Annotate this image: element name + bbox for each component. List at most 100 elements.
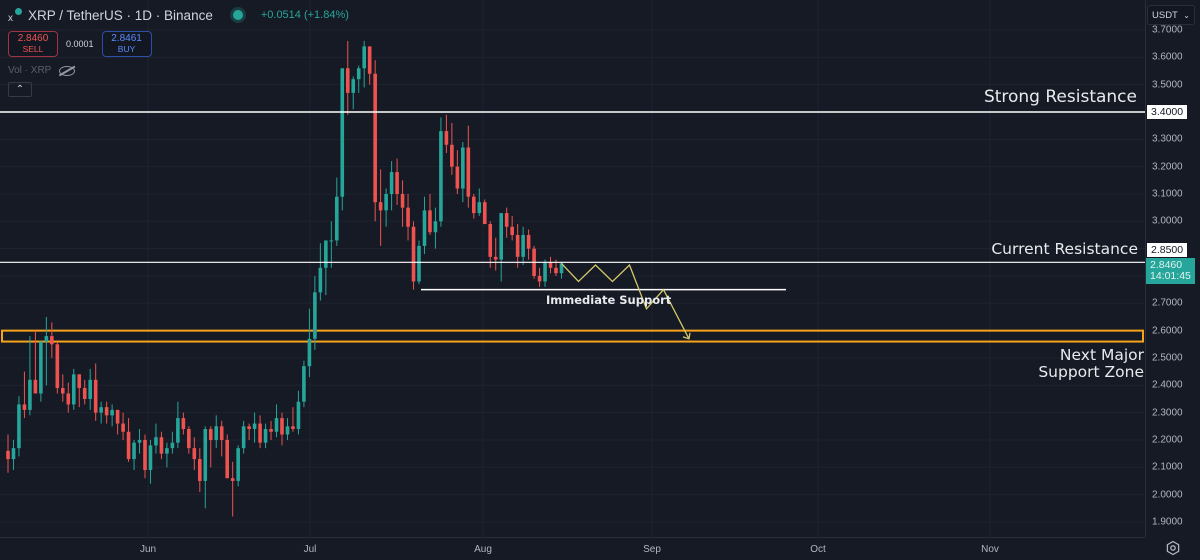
candle-up: [236, 448, 240, 481]
candle-up: [274, 418, 279, 432]
price-tick: 2.1000: [1152, 461, 1183, 473]
candle-up: [461, 147, 465, 189]
candle-up: [285, 426, 290, 435]
candle-up: [329, 240, 334, 242]
candle-up: [335, 196, 339, 241]
candle-down: [504, 213, 509, 227]
price-tick: 3.5000: [1152, 79, 1183, 91]
candle-up: [44, 336, 49, 342]
candle-down: [230, 478, 235, 481]
candle-down: [66, 393, 71, 405]
eye-hidden-icon[interactable]: [59, 65, 76, 76]
market-open-status-icon: [232, 10, 243, 20]
candle-up: [477, 202, 482, 214]
candle-down: [548, 262, 553, 268]
volume-indicator-row[interactable]: Vol · XRP: [8, 65, 349, 76]
candle-down: [466, 147, 471, 197]
trade-buttons: 2.8460 SELL 0.0001 2.8461 BUY: [8, 31, 349, 57]
candle-up: [313, 292, 317, 339]
current-resistance-price-label: 2.8500: [1146, 242, 1189, 258]
price-tick: 2.6000: [1152, 325, 1183, 337]
bar-countdown: 14:01:45: [1150, 270, 1191, 282]
candle-up: [543, 262, 547, 282]
buy-label: BUY: [117, 44, 136, 54]
candle-up: [132, 442, 136, 460]
projection-arrowhead: [682, 332, 691, 340]
chevron-down-icon: ⌄: [1183, 10, 1190, 20]
sell-price: 2.8460: [17, 33, 49, 44]
symbol-header[interactable]: x XRP / TetherUS · 1D · Binance +0.0514 …: [8, 5, 349, 25]
collapse-legend-button[interactable]: ⌃: [8, 82, 32, 97]
price-tick: 3.2000: [1152, 161, 1183, 173]
currency-selector[interactable]: USDT ⌄: [1147, 5, 1195, 25]
candle-down: [192, 448, 197, 460]
candle-down: [22, 404, 27, 410]
candle-up: [241, 426, 246, 449]
price-tick: 3.1000: [1152, 188, 1183, 200]
candle-down: [6, 450, 10, 460]
symbol-title[interactable]: XRP / TetherUS · 1D · Binance: [28, 7, 213, 23]
candle-up: [11, 448, 16, 460]
candle-down: [482, 202, 487, 225]
candle-down: [198, 459, 202, 481]
price-tick: 2.5000: [1152, 352, 1183, 364]
candlestick-plot[interactable]: [0, 0, 1145, 537]
xrp-logo-icon: x: [8, 8, 22, 24]
candle-down: [291, 426, 295, 430]
candle-down: [400, 193, 405, 208]
candle-down: [411, 226, 416, 282]
chart-settings-icon[interactable]: [1165, 540, 1181, 556]
candle-up: [137, 439, 142, 443]
candle-down: [537, 275, 542, 282]
strong-resistance-price-label: 3.4000: [1146, 104, 1189, 120]
time-tick: Sep: [643, 544, 661, 555]
candle-down: [77, 374, 82, 389]
candle-down: [181, 418, 186, 430]
currency-label: USDT: [1152, 9, 1178, 21]
candle-down: [428, 210, 432, 233]
candle-down: [367, 46, 372, 74]
candle-down: [33, 379, 38, 394]
support-zone-box: [1, 329, 1144, 343]
candle-down: [61, 388, 65, 394]
sell-button[interactable]: 2.8460 SELL: [8, 31, 58, 57]
candle-down: [269, 429, 273, 432]
candle-up: [99, 407, 103, 413]
candle-up: [417, 245, 421, 282]
candle-down: [50, 336, 54, 345]
price-tick: 1.9000: [1152, 516, 1183, 528]
candle-up: [307, 338, 312, 367]
time-tick: Nov: [981, 544, 999, 555]
buy-button[interactable]: 2.8461 BUY: [101, 31, 152, 57]
immediate-support-label: Immediate Support: [546, 293, 672, 307]
price-tick: 3.6000: [1152, 51, 1183, 63]
candle-up: [263, 429, 268, 443]
candle-down: [143, 439, 147, 471]
candle-down: [450, 144, 454, 167]
candle-down: [526, 234, 531, 249]
candle-down: [373, 73, 377, 203]
candle-down: [510, 226, 514, 235]
candle-down: [406, 207, 410, 227]
candle-down: [82, 388, 87, 399]
price-tick: 3.7000: [1152, 24, 1183, 36]
candle-up: [39, 341, 43, 394]
candle-up: [356, 68, 361, 80]
candle-up: [324, 240, 328, 268]
candle-up: [165, 448, 169, 454]
candle-up: [389, 172, 394, 194]
candle-up: [203, 429, 208, 481]
price-tick: 2.4000: [1152, 379, 1183, 391]
strong-resistance-label: Strong Resistance: [983, 87, 1137, 107]
chevron-up-icon: ⌃: [15, 84, 25, 95]
candle-down: [258, 423, 262, 443]
candle-up: [439, 131, 443, 222]
time-axis[interactable]: Jun Jul Aug Sep Oct Nov: [0, 537, 1145, 560]
candle-down: [219, 426, 224, 440]
price-tick: 2.7000: [1152, 297, 1183, 309]
candle-down: [345, 68, 350, 93]
candle-up: [559, 263, 564, 274]
candle-down: [444, 131, 449, 145]
spread-value: 0.0001: [66, 39, 94, 49]
